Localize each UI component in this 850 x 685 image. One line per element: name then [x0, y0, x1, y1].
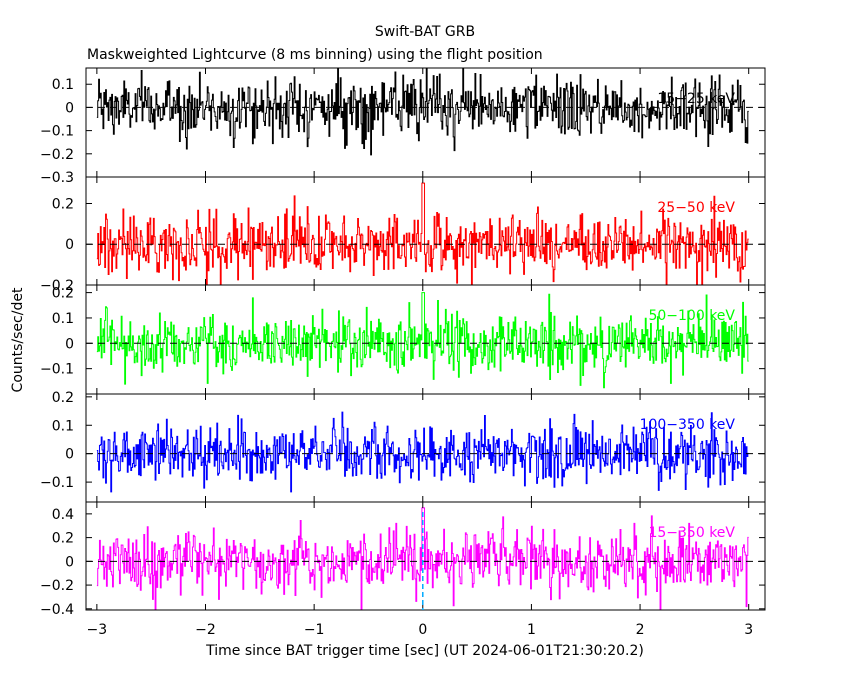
y-tick-label: −0.2	[40, 278, 74, 294]
energy-band-label: 15−350 keV	[648, 525, 735, 541]
y-tick-label: −0.2	[40, 147, 74, 163]
y-tick-label: −0.4	[40, 602, 74, 618]
x-tick-label: −2	[195, 622, 216, 638]
y-tick-label: 0.1	[52, 418, 74, 434]
lightcurve-series	[96, 68, 749, 156]
y-tick-label: 0	[65, 447, 74, 463]
y-tick-label: 0.2	[52, 390, 74, 406]
panels-layer: 0.1 0 −0.1 −0.2 −0.3 15−25 keV 0.2 0 −0.2 25−50 k…	[40, 67, 766, 638]
energy-band-label: 50−100 keV	[648, 308, 735, 324]
panel-25-50-kev: 0.2 0 −0.2 25−50 keV	[40, 176, 766, 294]
y-tick-label: −0.1	[40, 475, 74, 491]
panel-50-100-kev: 0.2 0.1 0 −0.1 50−100 keV	[40, 284, 766, 395]
x-tick-label: 3	[744, 622, 753, 638]
x-tick-label: −1	[304, 622, 325, 638]
y-tick-label: 0	[65, 336, 74, 352]
x-tick-label: 2	[636, 622, 645, 638]
y-tick-label: 0	[65, 237, 74, 253]
energy-band-label: 100−350 keV	[640, 417, 736, 433]
x-tick-label: 0	[418, 622, 427, 638]
y-tick-label: 0.1	[52, 77, 74, 93]
chart-subtitle: Maskweighted Lightcurve (8 ms binning) u…	[87, 47, 543, 63]
lightcurve-series	[96, 411, 749, 493]
energy-band-label: 25−50 keV	[657, 200, 735, 216]
y-tick-label: −0.2	[40, 578, 74, 594]
y-tick-label: −0.3	[40, 170, 74, 186]
y-tick-label: 0.2	[52, 286, 74, 302]
lightcurve-series	[96, 292, 749, 389]
y-tick-label: 0.1	[52, 311, 74, 327]
energy-band-label: 15−25 keV	[657, 91, 735, 107]
y-axis-label: Counts/sec/det	[10, 287, 26, 392]
y-tick-label: −0.1	[40, 362, 74, 378]
y-tick-label: 0.2	[52, 531, 74, 547]
panel-15-25-kev: 0.1 0 −0.1 −0.2 −0.3 15−25 keV	[40, 67, 766, 186]
x-axis-label: Time since BAT trigger time [sec] (UT 20…	[205, 643, 644, 659]
panel-100-350-kev: 0.2 0.1 0 −0.1 100−350 keV	[40, 390, 766, 503]
lightcurve-series	[96, 182, 749, 285]
y-tick-label: 0.2	[52, 196, 74, 212]
y-tick-label: 0.4	[52, 507, 74, 523]
chart-title: Swift-BAT GRB	[375, 24, 475, 40]
x-tick-label: −3	[87, 622, 108, 638]
panel-frame	[85, 501, 766, 611]
x-tick-label: 1	[527, 622, 536, 638]
panel-15-350-kev: 0.4 0.2 0 −0.2 −0.4 15−350 keV	[40, 501, 766, 618]
y-tick-label: −0.1	[40, 124, 74, 140]
y-tick-label: 0	[65, 554, 74, 570]
y-tick-label: 0	[65, 100, 74, 116]
